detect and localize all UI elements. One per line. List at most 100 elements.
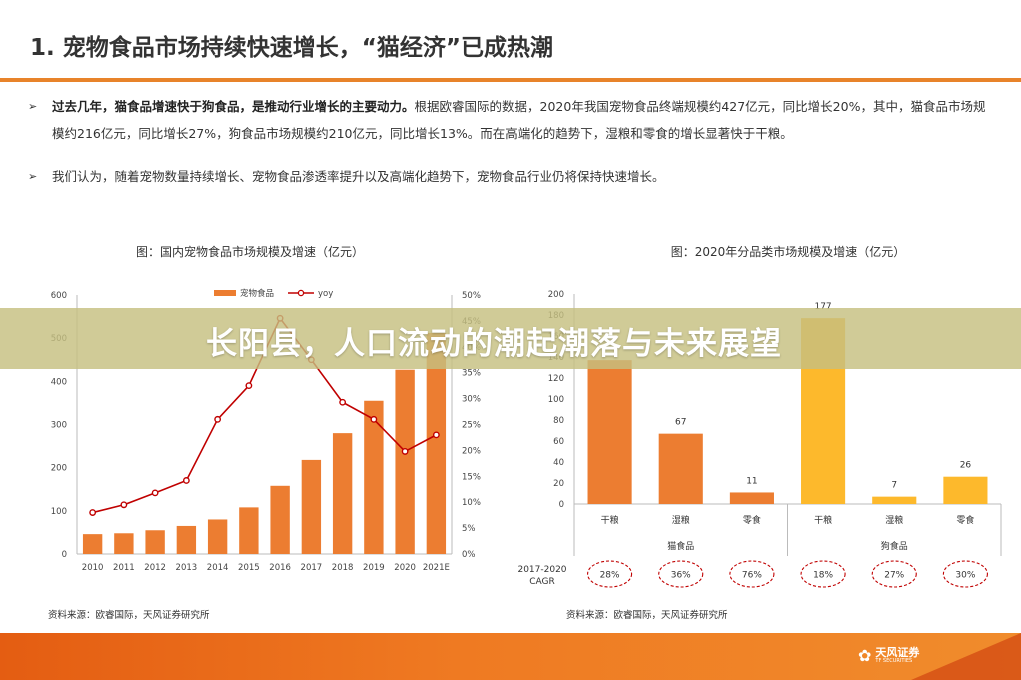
legend-swatch-bar — [214, 290, 236, 296]
right-source: 资料来源：欧睿国际，天风证券研究所 — [566, 610, 728, 621]
logo-text: 天风证券 TF SECURITIES — [875, 647, 919, 665]
y-tick-label: 20 — [553, 479, 564, 489]
x-tick-label: 2017 — [301, 563, 323, 573]
group-label: 狗食品 — [881, 540, 908, 552]
chart-title: 图：国内宠物食品市场规模及增速（亿元） — [136, 244, 364, 259]
bar — [207, 519, 228, 554]
x-tick-label: 零食 — [956, 514, 974, 526]
y-tick-label: 200 — [51, 464, 67, 474]
yoy-point — [120, 501, 128, 509]
legend-label: yoy — [318, 289, 333, 299]
legend-marker — [297, 289, 305, 297]
company-logo: ✿ 天风证券 TF SECURITIES — [858, 646, 919, 665]
bar — [729, 492, 774, 504]
y2-tick-label: 20% — [462, 446, 481, 456]
group-label: 猫食品 — [667, 540, 694, 552]
y-tick-label: 300 — [51, 421, 67, 431]
left-source: 资料来源：欧睿国际，天风证券研究所 — [48, 610, 210, 621]
bullet-text: 我们认为，随着宠物数量持续增长、宠物食品渗透率提升以及高端化趋势下，宠物食品行业… — [52, 169, 665, 184]
flower-logo-icon: ✿ — [858, 646, 872, 665]
y2-tick-label: 10% — [462, 498, 481, 508]
y-tick-label: 60 — [553, 437, 564, 447]
x-tick-label: 2011 — [113, 563, 135, 573]
x-tick-label: 2016 — [269, 563, 291, 573]
x-tick-label: 2021E — [423, 563, 450, 573]
bar-value-label: 177 — [814, 302, 831, 312]
bullet-item: ➢ 过去几年，猫食品增速快于狗食品，是推动行业增长的主要动力。根据欧睿国际的数据… — [28, 93, 988, 147]
cagr-ellipse — [942, 560, 988, 588]
bar — [176, 525, 197, 554]
bullet-text: 根据欧睿国际的数据，2020年我国宠物食品终端规模约427亿元，同比增长20%，… — [52, 99, 986, 141]
banner-text: 长阳县，人口流动的潮起潮落与未来展望 — [206, 326, 782, 362]
y-tick-label: 200 — [548, 290, 564, 300]
y-tick-label: 100 — [51, 507, 67, 517]
bar — [114, 533, 134, 554]
cagr-label: 2017-2020 — [517, 565, 566, 575]
yoy-point — [432, 431, 440, 439]
cagr-label: CAGR — [529, 577, 555, 587]
market-size-chart: 图：国内宠物食品市场规模及增速（亿元） 宠物食品 yoy 0 100 200 300 400 5… — [51, 244, 481, 573]
bullet-item: ➢ 我们认为，随着宠物数量持续增长、宠物食品渗透率提升以及高端化趋势下，宠物食品… — [28, 163, 988, 190]
cagr-value: 30% — [955, 571, 975, 581]
cagr-ellipse — [800, 560, 846, 588]
x-tick-label: 干粮 — [814, 514, 832, 526]
x-tick-label: 2013 — [176, 563, 198, 573]
y-tick-label: 400 — [51, 377, 67, 387]
cagr-ellipse — [729, 560, 775, 588]
bar-value-label: 67 — [675, 418, 686, 428]
bar-value-label: 7 — [891, 481, 897, 491]
y2-tick-label: 0% — [462, 550, 476, 560]
bar — [587, 360, 632, 504]
footer-decoration — [911, 633, 1021, 680]
title-rule — [0, 78, 1021, 82]
logo-name: 天风证券 — [875, 645, 920, 659]
logo-subtitle: TF SECURITIES — [875, 657, 913, 664]
cagr-value: 18% — [813, 571, 833, 581]
bar — [239, 507, 259, 554]
yoy-point — [214, 415, 222, 423]
bar — [426, 332, 447, 554]
cagr-value: 28% — [600, 571, 620, 581]
chart-title: 图：2020年分品类市场规模及增速（亿元） — [671, 244, 906, 259]
y-tick-label: 40 — [553, 458, 564, 468]
x-tick-label: 2019 — [363, 563, 385, 573]
y-tick-label: 0 — [62, 550, 67, 560]
cagr-ellipse — [658, 560, 704, 588]
bar — [332, 433, 353, 554]
bar-value-label: 11 — [746, 476, 757, 486]
x-tick-label: 2018 — [332, 563, 354, 573]
y2-tick-label: 5% — [462, 524, 476, 534]
yoy-point — [89, 509, 97, 516]
bar — [943, 476, 988, 504]
bar — [658, 433, 703, 504]
bullet-arrow-icon: ➢ — [28, 170, 38, 183]
y2-tick-label: 15% — [462, 472, 481, 482]
category-chart: 图：2020年分品类市场规模及增速（亿元）0204060801001201401… — [517, 244, 1002, 588]
y-tick-label: 120 — [548, 374, 564, 384]
page-title: 1. 宠物食品市场持续快速增长，“猫经济”已成热潮 — [30, 35, 553, 61]
y-tick-label: 600 — [51, 291, 67, 301]
yoy-point — [401, 448, 409, 455]
yoy-point — [182, 477, 190, 484]
bar — [82, 534, 103, 554]
bar — [270, 485, 290, 554]
yoy-point — [370, 415, 378, 423]
cagr-value: 27% — [884, 571, 904, 581]
bar — [872, 496, 917, 504]
cagr-ellipse — [587, 560, 633, 588]
x-tick-label: 2020 — [394, 563, 416, 573]
bar — [395, 369, 415, 554]
cagr-value: 36% — [671, 571, 691, 581]
x-tick-label: 2014 — [207, 563, 229, 573]
bar — [145, 530, 165, 554]
footer-bar — [0, 633, 1021, 680]
x-tick-label: 2012 — [144, 563, 166, 573]
bar — [301, 459, 322, 554]
y-tick-label: 0 — [559, 500, 564, 510]
x-tick-label: 2015 — [238, 563, 260, 573]
cagr-ellipse — [871, 560, 917, 588]
y-tick-label: 80 — [553, 416, 564, 426]
bar-value-label: 26 — [960, 461, 972, 471]
y2-tick-label: 35% — [462, 369, 481, 379]
x-tick-label: 湿粮 — [885, 514, 903, 526]
